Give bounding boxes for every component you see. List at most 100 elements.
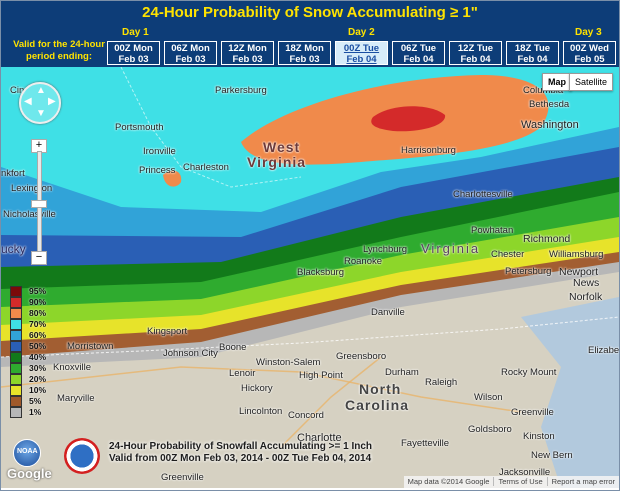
place-label: New Bern — [531, 450, 573, 461]
place-label: Kingsport — [147, 326, 188, 337]
place-label: Boone — [219, 342, 247, 353]
place-label: ucky — [1, 242, 26, 256]
tab-time: 00Z Wed — [570, 43, 609, 54]
place-label: Knoxville — [53, 362, 92, 373]
tab-time: 00Z Mon — [114, 43, 153, 54]
tab-12z-mon[interactable]: 12Z Mon Feb 03 — [221, 41, 274, 65]
pan-up-icon[interactable]: ▲ — [36, 85, 46, 96]
place-label: High Point — [299, 370, 343, 381]
tab-time: 00Z Tue — [343, 43, 380, 54]
google-logo: Google — [7, 466, 52, 481]
place-label: nkfort — [1, 168, 25, 179]
day-2-label: Day 2 — [348, 27, 375, 38]
pan-down-icon[interactable]: ▼ — [36, 108, 46, 119]
tab-time: 06Z Mon — [171, 43, 210, 54]
place-label: Petersburg — [505, 266, 552, 277]
zoom-in-button[interactable]: + — [31, 139, 47, 153]
place-label: Greensboro — [336, 351, 387, 362]
place-label: Harrisonburg — [401, 145, 456, 156]
place-label: Kinston — [523, 431, 555, 442]
legend-label: 50% — [29, 341, 47, 351]
report-error-link[interactable]: Report a map error — [546, 477, 619, 486]
place-label: Ironville — [143, 146, 176, 157]
legend-swatch — [10, 297, 22, 308]
legend-label: 60% — [29, 330, 47, 340]
place-label: Wilson — [474, 392, 503, 403]
tab-date: Feb 05 — [574, 54, 605, 65]
tab-date: Feb 04 — [460, 54, 491, 65]
tab-time: 12Z Tue — [457, 43, 494, 54]
terms-link[interactable]: Terms of Use — [493, 477, 547, 486]
pan-control[interactable]: ▲ ▼ ◀ ▶ — [19, 82, 61, 124]
legend-swatch — [10, 374, 22, 385]
tab-date: Feb 03 — [232, 54, 263, 65]
legend-label: 1% — [29, 407, 42, 417]
place-label: Goldsboro — [468, 424, 512, 435]
tab-18z-mon[interactable]: 18Z Mon Feb 03 — [278, 41, 331, 65]
place-label: Williamsburg — [549, 249, 604, 260]
legend-swatch — [10, 407, 22, 418]
legend-label: 70% — [29, 319, 47, 329]
legend-label: 90% — [29, 297, 47, 307]
place-label: Cin — [10, 85, 25, 96]
map-type-map-button[interactable]: Map — [542, 73, 572, 91]
tab-date: Feb 03 — [289, 54, 320, 65]
place-label: Powhatan — [471, 225, 514, 236]
tab-00z-wed[interactable]: 00Z Wed Feb 05 — [563, 41, 616, 65]
place-label: Fayetteville — [401, 438, 450, 449]
tab-12z-tue[interactable]: 12Z Tue Feb 04 — [449, 41, 502, 65]
place-label: Morristown — [67, 341, 114, 352]
legend-swatch — [10, 330, 22, 341]
map-canvas[interactable]: Cin Parkersburg Columbia Bethesda Washin… — [1, 67, 619, 488]
place-label: Johnson City — [163, 348, 218, 359]
tab-00z-tue[interactable]: 00Z Tue Feb 04 — [335, 41, 388, 65]
place-label: Lenoir — [229, 368, 256, 379]
nws-logo — [64, 438, 100, 474]
place-label: News — [573, 277, 600, 289]
pan-left-icon[interactable]: ◀ — [24, 96, 32, 107]
place-label: Charlotte — [297, 432, 342, 444]
place-label: Raleigh — [425, 377, 458, 388]
zoom-out-button[interactable]: − — [31, 251, 47, 265]
legend-swatch — [10, 341, 22, 352]
map-caption: 24-Hour Probability of Snowfall Accumula… — [109, 441, 372, 465]
header-bar: 24-Hour Probability of Snow Accumulating… — [1, 1, 619, 67]
caption-line-2: Valid from 00Z Mon Feb 03, 2014 - 00Z Tu… — [109, 453, 372, 464]
place-label: Jacksonville — [499, 467, 551, 478]
place-label: West — [263, 139, 301, 155]
tab-time: 18Z Mon — [285, 43, 324, 54]
legend-swatch — [10, 286, 22, 297]
tab-00z-mon[interactable]: 00Z Mon Feb 03 — [107, 41, 160, 65]
tab-06z-mon[interactable]: 06Z Mon Feb 03 — [164, 41, 217, 65]
legend-label: 20% — [29, 374, 47, 384]
place-label: Bethesda — [529, 99, 570, 110]
place-label: Roanoke — [344, 256, 383, 267]
place-label: Danville — [371, 307, 405, 318]
place-label: Greenville — [511, 407, 554, 418]
place-label: Parkersburg — [215, 85, 267, 96]
tab-time: 06Z Tue — [400, 43, 437, 54]
map-type-satellite-button[interactable]: Satellite — [569, 73, 614, 91]
legend-swatch — [10, 308, 22, 319]
valid-period-label: Valid for the 24-hour period ending: — [13, 39, 105, 62]
map-footer: Map data ©2014 Google Terms of Use Report … — [403, 476, 619, 488]
tab-time: 12Z Mon — [228, 43, 267, 54]
legend-label: 10% — [29, 385, 47, 395]
place-label: North — [359, 381, 402, 397]
legend-label: 80% — [29, 308, 47, 318]
place-label: Virginia — [421, 241, 481, 256]
place-label: Blacksburg — [297, 267, 344, 278]
legend-swatch — [10, 385, 22, 396]
zoom-slider-thumb[interactable] — [31, 200, 47, 208]
place-label: Charlottesville — [453, 189, 513, 200]
place-label: Charleston — [183, 162, 229, 173]
place-label: Durham — [385, 367, 419, 378]
place-label: Winston-Salem — [256, 357, 321, 368]
tab-06z-tue[interactable]: 06Z Tue Feb 04 — [392, 41, 445, 65]
place-label: Rocky Mount — [501, 367, 557, 378]
pan-right-icon[interactable]: ▶ — [48, 96, 56, 107]
tab-18z-tue[interactable]: 18Z Tue Feb 04 — [506, 41, 559, 65]
page-title: 24-Hour Probability of Snow Accumulating… — [142, 4, 478, 21]
place-label: Virginia — [247, 154, 307, 170]
legend-swatch — [10, 363, 22, 374]
